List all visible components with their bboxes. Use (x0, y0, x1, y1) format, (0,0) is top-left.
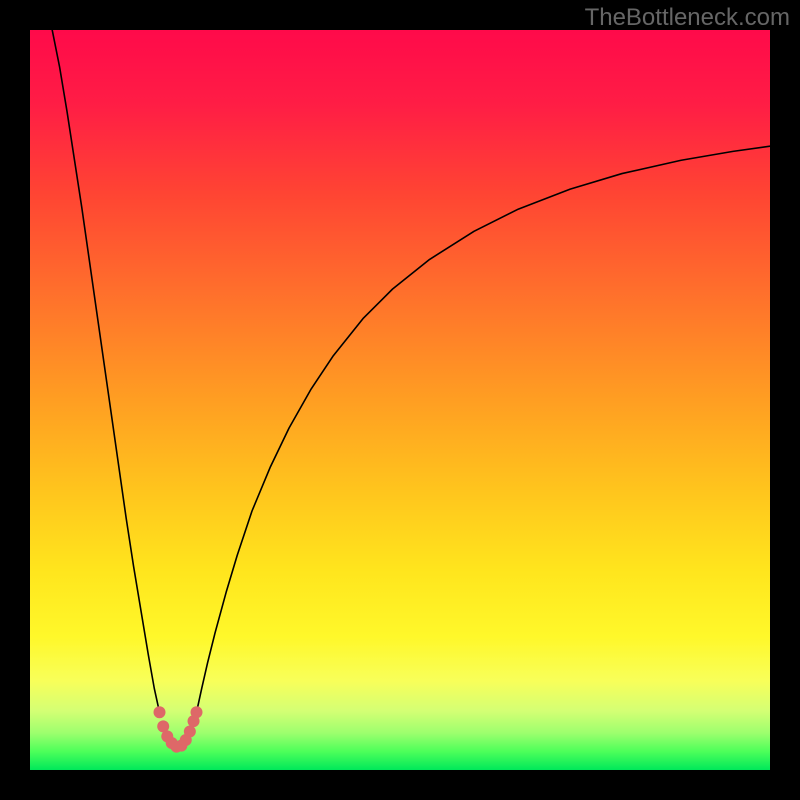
trough-marker (191, 706, 203, 718)
stage: TheBottleneck.com (0, 0, 800, 800)
plot-area (30, 30, 770, 770)
chart-background (30, 30, 770, 770)
watermark-label: TheBottleneck.com (585, 4, 790, 32)
chart-svg (30, 30, 770, 770)
trough-marker (154, 706, 166, 718)
trough-marker (184, 726, 196, 738)
